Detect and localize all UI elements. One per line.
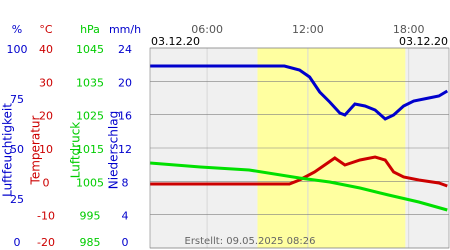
y-tick-label: 995 [80,210,101,223]
y-tick-label: 8 [122,176,129,189]
y-tick-label: 1035 [76,76,104,89]
y-tick-label: -20 [37,236,55,249]
axis-title: Niederschlag [107,111,121,189]
y-tick-label: 12 [118,143,132,156]
y-tick-label: 25 [10,193,24,206]
x-tick-label: 06:00 [191,23,223,36]
y-tick-label: 0 [14,236,21,249]
y-tick-label: 40 [39,43,53,56]
x-tick-label: 18:00 [393,23,425,36]
y-tick-label: 0 [43,176,50,189]
axis-title: Luftdruck [69,122,83,179]
x-tick-label: 12:00 [292,23,324,36]
series-line [150,64,449,121]
axis-unit: % [12,23,22,36]
y-tick-label: 16 [118,110,132,123]
axis-unit: mm/h [109,23,141,36]
axis-unit: °C [39,23,53,36]
y-tick-label: 1025 [76,110,104,123]
y-tick-label: 75 [10,93,24,106]
axis-title: Luftfeuchtigkeit [1,103,15,197]
footer: Erstellt: 09.05.2025 08:26 [185,236,316,247]
axis-title: Temperatur [29,115,43,185]
y-tick-label: 1015 [76,143,104,156]
y-tick-label: 30 [39,76,53,89]
y-tick-label: 20 [39,110,53,123]
y-tick-label: 24 [118,43,132,56]
y-tick-label: 50 [10,143,24,156]
y-tick-label: 0 [122,236,129,249]
y-tick-label: 100 [7,43,28,56]
y-tick-label: 10 [39,143,53,156]
start-date: 03.12.20 [151,35,200,48]
series-line [149,161,448,212]
y-tick-label: 20 [118,76,132,89]
end-date: 03.12.20 [399,35,448,48]
axis-unit: hPa [80,23,100,36]
plot-frame [149,47,450,249]
y-tick-label: 1045 [76,43,104,56]
y-tick-label: -10 [37,210,55,223]
y-tick-label: 4 [122,210,129,223]
y-tick-label: 985 [80,236,101,249]
y-tick-label: 1005 [76,176,104,189]
